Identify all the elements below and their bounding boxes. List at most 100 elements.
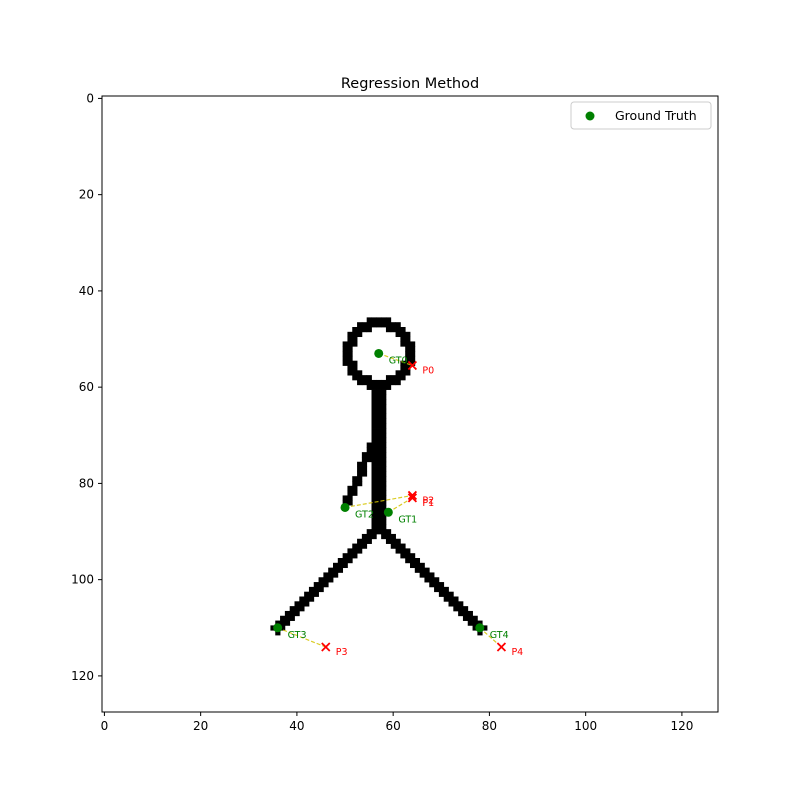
figure-pixel: [462, 610, 469, 617]
figure-pixel: [366, 442, 372, 448]
x-axis-ticks: 0 20 40 60 80 100 120: [101, 712, 693, 733]
figure-pixel: [352, 370, 358, 376]
figure-pixel: [333, 572, 339, 578]
figure-pixel: [284, 620, 291, 626]
figure-pixel: [299, 601, 305, 607]
figure-pixel: [280, 625, 286, 631]
figure-pixel: [376, 399, 382, 405]
figure-pixel: [376, 394, 382, 400]
figure-pixel: [438, 591, 445, 597]
figure-pixel: [472, 625, 478, 631]
figure-pixel: [357, 543, 363, 549]
figure-pixel: [318, 582, 324, 588]
figure-pixel: [361, 533, 368, 540]
figure-pixel: [410, 355, 416, 362]
figure-pixel: [381, 461, 387, 467]
y-tick-label: 80: [79, 476, 94, 490]
figure-pixel: [376, 428, 382, 434]
figure-pixel: [371, 389, 377, 395]
figure-pixel: [381, 533, 387, 540]
figure-pixel: [289, 610, 295, 617]
figure-pixel: [357, 375, 363, 381]
figure-pixel: [371, 524, 377, 530]
ground-truth-point: [475, 623, 485, 633]
figure-pixel: [376, 404, 382, 410]
figure-pixel: [270, 625, 276, 631]
figure-pixel: [405, 336, 411, 342]
figure-pixel: [400, 543, 406, 549]
figure-pixel: [395, 370, 401, 376]
figure-pixel: [371, 519, 377, 525]
figure-pixel: [381, 514, 387, 520]
figure-pixel: [381, 432, 387, 439]
figure-pixel: [400, 365, 406, 371]
figure-pixel: [381, 524, 387, 530]
figure-pixel: [361, 375, 368, 381]
figure-pixel: [390, 533, 396, 540]
figure-pixel: [376, 317, 382, 323]
figure-pixel: [381, 404, 387, 410]
figure-pixel: [318, 586, 324, 593]
figure-pixel: [458, 610, 464, 617]
figure-pixel: [371, 432, 377, 439]
figure-pixel: [376, 423, 382, 429]
ground-truth-label: GT1: [398, 514, 417, 525]
figure-pixel: [376, 408, 382, 415]
prediction-label: P2: [422, 495, 434, 506]
figure-pixel: [395, 543, 401, 549]
figure-pixel: [400, 360, 406, 366]
figure-pixel: [376, 379, 382, 386]
figure-pixel: [381, 437, 387, 443]
figure-pixel: [448, 591, 454, 597]
figure-pixel: [371, 442, 377, 448]
figure-pixel: [443, 591, 449, 597]
figure-pixel: [361, 466, 368, 472]
figure-pixel: [381, 485, 387, 492]
figure-pixel: [385, 379, 392, 386]
figure-pixel: [352, 548, 358, 554]
figure-pixel: [352, 543, 358, 549]
figure-pixel: [366, 538, 372, 544]
figure-pixel: [275, 620, 281, 626]
figure-pixel: [438, 582, 445, 588]
prediction-point: [407, 360, 418, 371]
figure-pixel: [467, 615, 473, 621]
legend-ground-truth-label: Ground Truth: [615, 108, 697, 123]
figure-pixel: [347, 495, 353, 501]
figure-pixel: [352, 341, 358, 347]
figure-pixel: [289, 615, 295, 621]
ground-truth-point: [273, 623, 283, 633]
figure-pixel: [313, 582, 319, 588]
figure-pixel: [410, 558, 416, 564]
figure-pixel: [381, 481, 387, 487]
figure-pixel: [381, 509, 387, 516]
figure-pixel: [342, 355, 348, 362]
figure-pixel: [342, 495, 348, 501]
figure-pixel: [371, 384, 377, 390]
x-tick-label: 60: [386, 719, 401, 733]
figure-pixel: [366, 447, 372, 453]
figure-pixel: [352, 375, 358, 381]
figure-pixel: [357, 538, 363, 544]
figure-pixel: [385, 538, 392, 544]
figure-pixel: [453, 601, 459, 607]
figure-pixel: [376, 437, 382, 443]
figure-pixel: [361, 452, 368, 458]
figure-pixel: [381, 399, 387, 405]
ground-truth-points: GT0 GT1 GT2 GT3 GT4: [273, 348, 509, 641]
figure-pixel: [472, 620, 478, 626]
figure-pixel: [385, 375, 392, 381]
figure-pixel: [424, 567, 430, 573]
x-tick-label: 100: [574, 719, 597, 733]
figure-pixel: [371, 500, 377, 506]
figure-pixel: [405, 548, 411, 554]
figure-pixel: [342, 558, 348, 564]
figure-pixel: [443, 586, 449, 593]
figure-pixel: [462, 606, 469, 612]
figure-pixel: [376, 519, 382, 525]
figure-pixel: [405, 355, 411, 362]
figure-pixel: [410, 553, 416, 559]
figure-pixel: [357, 327, 363, 333]
figure-pixel: [390, 543, 396, 549]
y-tick-label: 60: [79, 380, 94, 394]
